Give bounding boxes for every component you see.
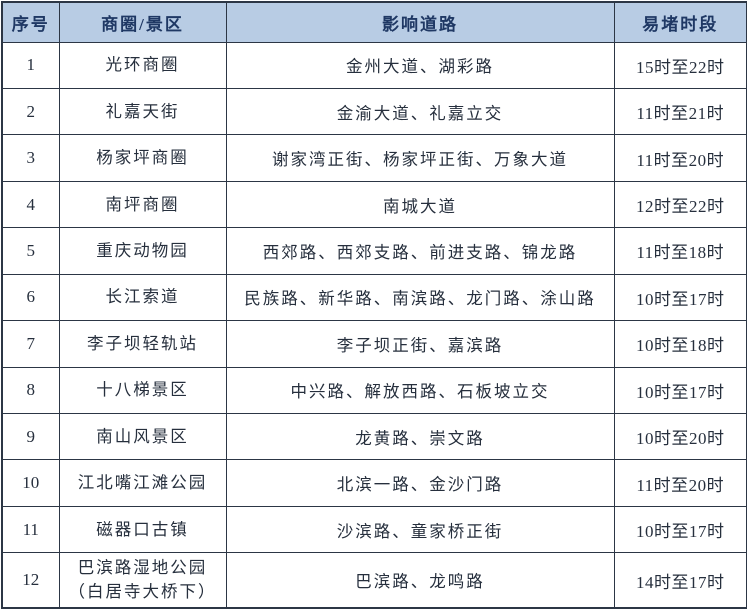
cell-time: 12时至22时: [613, 180, 747, 229]
cell-roads: 金渝大道、礼嘉立交: [225, 87, 615, 136]
cell-area: 长江索道: [58, 273, 227, 322]
cell-time: 15时至22时: [613, 41, 747, 89]
header-cell-no: 序号: [1, 1, 60, 43]
cell-area: 江北嘴江滩公园: [58, 459, 227, 507]
cell-index: 4: [1, 180, 60, 229]
cell-index: 11: [1, 505, 60, 554]
header-cell-area: 商圈/景区: [58, 1, 227, 43]
cell-index: 5: [1, 227, 60, 275]
table-row: 5 重庆动物园 西郊路、西郊支路、前进支路、锦龙路 11时至18时: [1, 227, 747, 275]
cell-index: 12: [1, 552, 60, 609]
cell-time: 10时至17时: [613, 273, 747, 322]
table-row: 1 光环商圈 金州大道、湖彩路 15时至22时: [1, 41, 747, 89]
cell-roads: 李子坝正街、嘉滨路: [225, 320, 615, 368]
cell-area: 重庆动物园: [58, 227, 227, 275]
cell-roads: 中兴路、解放西路、石板坡立交: [225, 366, 615, 415]
cell-roads: 沙滨路、童家桥正街: [225, 505, 615, 554]
table-row: 6 长江索道 民族路、新华路、南滨路、龙门路、涂山路 10时至17时: [1, 273, 747, 322]
header-row: 序号 商圈/景区 影响道路 易堵时段: [1, 1, 747, 43]
cell-time: 14时至17时: [613, 552, 747, 609]
cell-index: 6: [1, 273, 60, 322]
cell-index: 3: [1, 134, 60, 182]
cell-area: 十八梯景区: [58, 366, 227, 415]
header-cell-roads: 影响道路: [225, 1, 615, 43]
table-header: 序号 商圈/景区 影响道路 易堵时段: [1, 1, 747, 43]
table-body: 1 光环商圈 金州大道、湖彩路 15时至22时 2 礼嘉天街 金渝大道、礼嘉立交 11时至21…: [1, 41, 747, 609]
cell-roads: 金州大道、湖彩路: [225, 41, 615, 89]
table-row: 4 南坪商圈 南城大道 12时至22时: [1, 180, 747, 229]
cell-index: 1: [1, 41, 60, 89]
cell-roads: 龙黄路、崇文路: [225, 412, 615, 461]
cell-area: 南坪商圈: [58, 180, 227, 229]
cell-time: 10时至20时: [613, 412, 747, 461]
cell-time: 11时至21时: [613, 87, 747, 136]
cell-time: 11时至20时: [613, 134, 747, 182]
cell-time: 11时至18时: [613, 227, 747, 275]
cell-time: 11时至20时: [613, 459, 747, 507]
cell-index: 2: [1, 87, 60, 136]
cell-index: 8: [1, 366, 60, 415]
cell-area: 磁器口古镇: [58, 505, 227, 554]
table-row: 8 十八梯景区 中兴路、解放西路、石板坡立交 10时至17时: [1, 366, 747, 415]
cell-area: 光环商圈: [58, 41, 227, 89]
table-row: 7 李子坝轻轨站 李子坝正街、嘉滨路 10时至18时: [1, 320, 747, 368]
table-row: 10 江北嘴江滩公园 北滨一路、金沙门路 11时至20时: [1, 459, 747, 507]
cell-area: 南山风景区: [58, 412, 227, 461]
cell-roads: 西郊路、西郊支路、前进支路、锦龙路: [225, 227, 615, 275]
header-cell-time: 易堵时段: [613, 1, 747, 43]
cell-area: 巴滨路湿地公园 （白居寺大桥下）: [58, 552, 227, 609]
cell-time: 10时至17时: [613, 505, 747, 554]
cell-area: 礼嘉天街: [58, 87, 227, 136]
cell-index: 10: [1, 459, 60, 507]
table-row: 12 巴滨路湿地公园 （白居寺大桥下） 巴滨路、龙鸣路 14时至17时: [1, 552, 747, 609]
table-row: 3 杨家坪商圈 谢家湾正街、杨家坪正街、万象大道 11时至20时: [1, 134, 747, 182]
cell-roads: 北滨一路、金沙门路: [225, 459, 615, 507]
cell-time: 10时至17时: [613, 366, 747, 415]
cell-time: 10时至18时: [613, 320, 747, 368]
table-row: 11 磁器口古镇 沙滨路、童家桥正街 10时至17时: [1, 505, 747, 554]
cell-index: 7: [1, 320, 60, 368]
cell-area: 杨家坪商圈: [58, 134, 227, 182]
table-row: 9 南山风景区 龙黄路、崇文路 10时至20时: [1, 412, 747, 461]
cell-index: 9: [1, 412, 60, 461]
cell-roads: 南城大道: [225, 180, 615, 229]
cell-area: 李子坝轻轨站: [58, 320, 227, 368]
cell-roads: 巴滨路、龙鸣路: [225, 552, 615, 609]
cell-roads: 民族路、新华路、南滨路、龙门路、涂山路: [225, 273, 615, 322]
table-row: 2 礼嘉天街 金渝大道、礼嘉立交 11时至21时: [1, 87, 747, 136]
cell-roads: 谢家湾正街、杨家坪正街、万象大道: [225, 134, 615, 182]
